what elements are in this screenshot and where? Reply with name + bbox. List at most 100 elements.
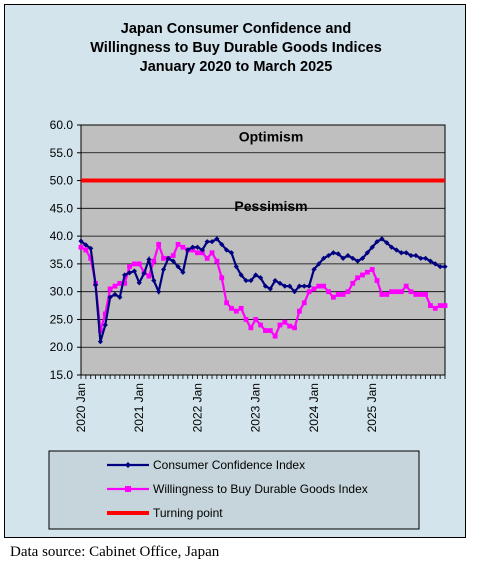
consumer-confidence-point <box>209 239 215 245</box>
durable-goods-point <box>428 303 433 308</box>
y-tick-label: 20.0 <box>50 340 74 354</box>
consumer-confidence-point <box>311 266 317 273</box>
chart-frame: Japan Consumer Confidence and Willingnes… <box>4 4 466 538</box>
durable-goods-point <box>364 269 370 275</box>
durable-goods-point <box>360 272 365 278</box>
consumer-confidence-point <box>272 277 278 284</box>
consumer-confidence-point <box>126 270 133 276</box>
consumer-confidence-point <box>238 272 244 278</box>
consumer-confidence-point <box>374 239 380 245</box>
durable-goods-line <box>80 240 445 339</box>
y-tick-label: 35.0 <box>50 257 74 271</box>
durable-goods-point <box>180 244 186 250</box>
y-tick-label: 15.0 <box>50 368 74 382</box>
consumer-confidence-point <box>287 283 293 289</box>
consumer-confidence-point <box>291 289 298 295</box>
legend-consumer-confidence-label: Consumer Confidence Index <box>153 458 305 472</box>
consumer-confidence-point <box>190 244 196 250</box>
durable-goods-point <box>122 280 128 286</box>
durable-goods-point <box>258 322 263 328</box>
consumer-confidence-point <box>151 277 157 284</box>
durable-goods-point <box>287 323 293 329</box>
durable-goods-point <box>107 286 113 292</box>
durable-goods-point <box>233 308 239 314</box>
durable-goods-point <box>267 328 273 333</box>
durable-goods-point <box>170 253 176 258</box>
durable-goods-point <box>175 242 181 247</box>
consumer-confidence-point <box>156 289 162 295</box>
durable-goods-point <box>282 319 288 325</box>
consumer-confidence-point <box>408 252 414 259</box>
consumer-confidence-point <box>107 294 113 300</box>
durable-goods-point <box>311 286 317 292</box>
consumer-confidence-point <box>306 283 312 289</box>
consumer-confidence-point <box>296 283 302 289</box>
durable-goods-point <box>190 247 196 253</box>
durable-goods-point <box>78 244 84 250</box>
x-tick-label: 2023 Jan <box>249 383 263 432</box>
durable-goods-point <box>394 289 399 295</box>
durable-goods-point <box>437 303 443 308</box>
consumer-confidence-point <box>185 247 191 253</box>
durable-goods-point <box>408 289 414 295</box>
durable-goods-point <box>229 305 234 311</box>
durable-goods-point <box>413 292 419 297</box>
durable-goods-point <box>224 300 229 306</box>
consumer-confidence-point <box>112 291 118 298</box>
consumer-confidence-point <box>301 283 307 289</box>
durable-goods-point <box>263 328 268 333</box>
consumer-confidence-point <box>379 236 385 242</box>
consumer-confidence-point <box>136 280 142 286</box>
legend-durable-goods-label: Willingness to Buy Durable Goods Index <box>153 482 368 496</box>
durable-goods-point <box>253 317 259 322</box>
y-tick-label: 30.0 <box>50 285 74 299</box>
consumer-confidence-point <box>214 236 220 242</box>
y-tick-label: 40.0 <box>50 229 74 243</box>
consumer-confidence-point <box>175 264 181 270</box>
consumer-confidence-point <box>194 244 201 250</box>
durable-goods-point <box>350 280 356 286</box>
durable-goods-point <box>102 311 108 317</box>
consumer-confidence-point <box>432 261 438 267</box>
consumer-confidence-point <box>78 238 84 244</box>
consumer-confidence-point <box>364 250 370 256</box>
consumer-confidence-point <box>427 258 434 264</box>
consumer-confidence-point <box>146 256 152 263</box>
durable-goods-point <box>442 303 448 308</box>
data-source-note: Data source: Cabinet Office, Japan <box>10 544 220 560</box>
durable-goods-point <box>335 292 341 297</box>
chart-title: Japan Consumer Confidence and Willingnes… <box>90 21 382 75</box>
consumer-confidence-point <box>160 266 167 273</box>
y-tick-label: 60.0 <box>50 118 74 132</box>
consumer-confidence-point <box>282 283 288 289</box>
consumer-confidence-point <box>122 272 128 278</box>
legend: Consumer Confidence Index Willingness to … <box>48 450 420 530</box>
consumer-confidence-point <box>267 286 273 292</box>
consumer-confidence-point <box>384 240 390 246</box>
durable-goods-point <box>238 305 244 311</box>
durable-goods-point <box>112 283 118 289</box>
consumer-confidence-point <box>442 264 448 270</box>
durable-goods-point <box>156 242 162 247</box>
durable-goods-point <box>398 289 404 295</box>
consumer-confidence-point <box>117 294 123 300</box>
y-tick-label: 55.0 <box>50 146 74 160</box>
consumer-confidence-point <box>277 280 283 286</box>
consumer-confidence-point <box>199 247 205 253</box>
x-tick-label: 2024 Jan <box>307 383 321 432</box>
x-tick-label: 2022 Jan <box>190 383 204 432</box>
consumer-confidence-point <box>316 261 322 267</box>
durable-goods-point <box>374 278 380 283</box>
durable-goods-point <box>131 261 137 267</box>
durable-goods-point <box>423 292 428 297</box>
durable-goods-point <box>151 258 157 264</box>
durable-goods-point <box>306 289 312 295</box>
consumer-confidence-point <box>180 269 186 275</box>
durable-goods-point <box>214 258 220 264</box>
plot-area: 60.0 55.0 50.0 45.0 40.0 35.0 30.0 25.0 20.0 15.0… <box>50 118 448 432</box>
chart-title-line-3: January 2020 to March 2025 <box>140 59 333 75</box>
durable-goods-point <box>248 325 254 331</box>
consumer-confidence-point <box>335 251 341 257</box>
y-tick-label: 50.0 <box>50 174 74 188</box>
consumer-confidence-point <box>369 244 375 250</box>
